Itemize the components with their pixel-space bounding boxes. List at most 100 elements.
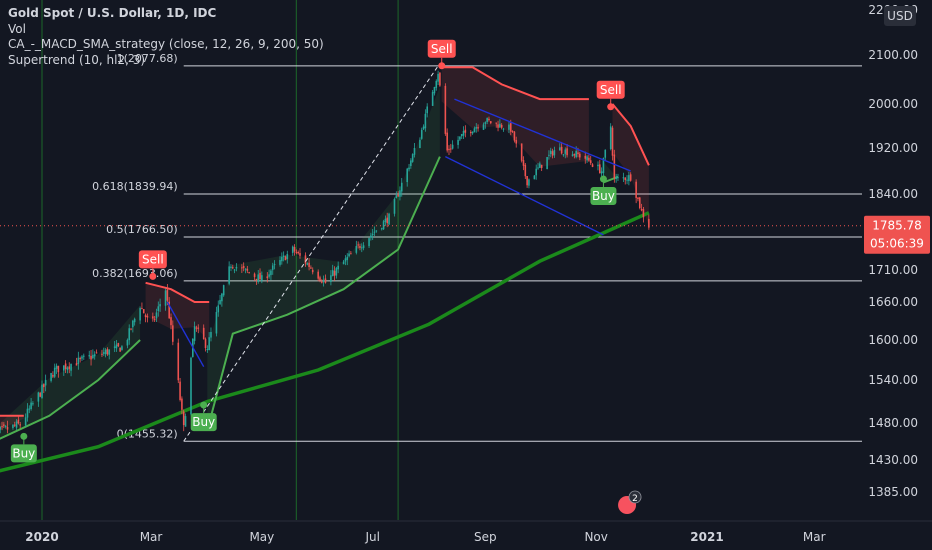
supertrend-down-line bbox=[611, 103, 650, 166]
candle-body bbox=[524, 164, 527, 177]
candle bbox=[600, 167, 603, 177]
candle bbox=[261, 271, 263, 284]
candle bbox=[55, 363, 58, 375]
candle-body bbox=[422, 126, 425, 130]
candle-body bbox=[75, 363, 78, 366]
candle bbox=[451, 140, 454, 150]
candle bbox=[179, 377, 181, 402]
candle bbox=[297, 250, 299, 255]
candle bbox=[546, 156, 548, 170]
candle-body bbox=[540, 164, 543, 169]
candle-body bbox=[549, 150, 552, 154]
candle bbox=[602, 157, 605, 178]
candle-body bbox=[626, 179, 628, 181]
candle bbox=[130, 328, 132, 331]
candle bbox=[431, 90, 434, 106]
supertrend-up-line bbox=[0, 339, 141, 440]
candle bbox=[68, 362, 71, 374]
candle-body bbox=[270, 270, 272, 276]
candle-body bbox=[475, 127, 478, 129]
candle-body bbox=[528, 179, 530, 186]
candle-body bbox=[319, 277, 321, 281]
candle-body bbox=[408, 167, 410, 170]
candle bbox=[475, 123, 478, 133]
candle bbox=[153, 316, 156, 323]
candle bbox=[337, 261, 339, 274]
candle bbox=[81, 355, 83, 362]
candle-body bbox=[411, 154, 414, 162]
supertrend-down-line bbox=[441, 66, 589, 101]
candle-body bbox=[350, 253, 352, 255]
candle-body bbox=[322, 279, 325, 282]
candle bbox=[515, 136, 518, 148]
candle bbox=[333, 266, 336, 281]
candle-body bbox=[317, 271, 319, 279]
signal-label: Buy bbox=[12, 446, 35, 460]
candle-body bbox=[182, 411, 185, 426]
candle-body bbox=[584, 155, 587, 159]
sell-signal: Sell bbox=[427, 39, 456, 70]
candle-body bbox=[357, 244, 359, 246]
candle bbox=[426, 103, 428, 118]
candle bbox=[257, 269, 260, 284]
candle-body bbox=[170, 317, 172, 326]
candle-body bbox=[435, 80, 438, 88]
candle bbox=[308, 258, 310, 271]
signals: Buy Sell Buy Sell Buy Sell bbox=[10, 39, 625, 463]
candle-body bbox=[331, 270, 334, 277]
candle bbox=[210, 327, 212, 342]
candle-body bbox=[489, 121, 492, 124]
candle-body bbox=[215, 311, 218, 334]
candle bbox=[413, 143, 416, 158]
supertrend-fill-area bbox=[612, 104, 649, 226]
candle-body bbox=[370, 235, 372, 238]
supertrend-down-line bbox=[145, 281, 210, 303]
candle bbox=[357, 241, 359, 249]
candle bbox=[528, 178, 530, 189]
candle-body bbox=[539, 163, 541, 168]
candle-body bbox=[257, 274, 260, 282]
candle-body bbox=[609, 126, 612, 149]
candle-body bbox=[431, 92, 434, 106]
candle-body bbox=[395, 195, 398, 199]
volume-label[interactable]: Vol bbox=[8, 21, 26, 36]
candle-body bbox=[573, 153, 576, 156]
strategy-label[interactable]: CA_-_MACD_SMA_strategy (close, 12, 26, 9… bbox=[8, 37, 324, 51]
candle-body bbox=[248, 272, 250, 274]
candle bbox=[586, 155, 588, 163]
candle bbox=[540, 164, 543, 172]
candle-body bbox=[344, 258, 347, 262]
drawings bbox=[166, 65, 631, 442]
candle bbox=[52, 371, 54, 379]
candle-body bbox=[53, 367, 56, 377]
symbol-title[interactable]: Gold Spot / U.S. Dollar, 1D, IDC bbox=[8, 6, 217, 20]
time-tick-label: Mar bbox=[803, 530, 826, 544]
candle-body bbox=[388, 213, 390, 225]
candle-body bbox=[448, 148, 450, 151]
candle bbox=[588, 154, 590, 162]
candle-body bbox=[219, 299, 221, 304]
indicator-lines bbox=[0, 66, 650, 473]
candle-body bbox=[197, 327, 200, 329]
candle bbox=[551, 148, 554, 159]
candle bbox=[119, 347, 121, 352]
candle bbox=[106, 347, 109, 356]
candle-body bbox=[559, 147, 561, 151]
candle-body bbox=[597, 164, 599, 167]
candle-body bbox=[420, 129, 423, 139]
channel-upper-line bbox=[454, 98, 631, 172]
candle bbox=[640, 203, 643, 212]
candle-body bbox=[310, 267, 312, 269]
candle-body bbox=[32, 403, 34, 405]
candle-body bbox=[497, 124, 499, 128]
supertrend-label[interactable]: Supertrend (10, hl2, 3) bbox=[8, 52, 146, 67]
candle bbox=[255, 278, 258, 285]
candle-body bbox=[210, 331, 212, 338]
candle-body bbox=[546, 157, 548, 170]
candle bbox=[393, 197, 396, 217]
candle-body bbox=[242, 266, 245, 268]
candle bbox=[437, 70, 439, 85]
price-tick-label: 1540.00 bbox=[868, 373, 918, 387]
candle bbox=[628, 171, 630, 186]
